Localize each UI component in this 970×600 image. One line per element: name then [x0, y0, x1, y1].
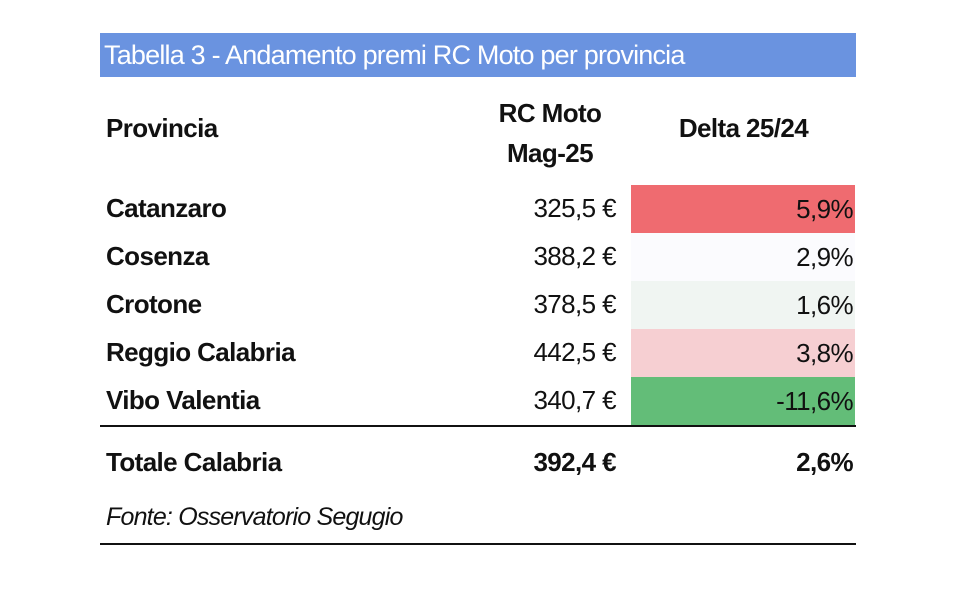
- row-rc-moto: 340,7 €: [533, 385, 616, 415]
- header-rc-moto-line1: RC Moto: [498, 98, 602, 128]
- table-row: Vibo Valentia 340,7 € -11,6%: [100, 377, 856, 425]
- row-delta: -11,6%: [631, 377, 855, 425]
- bottom-divider: [100, 543, 856, 545]
- row-delta: 1,6%: [631, 281, 855, 329]
- table-body: Catanzaro 325,5 €5,9% Cosenza 388,2 €2,9% Cr…: [100, 185, 856, 425]
- row-provincia: Vibo Valentia: [106, 385, 260, 415]
- table-title: Tabella 3 - Andamento premi RC Moto per …: [100, 33, 856, 77]
- divider: [100, 425, 856, 427]
- row-provincia: Crotone: [106, 289, 202, 319]
- row-rc-moto: 378,5 €: [533, 289, 616, 319]
- row-delta: 3,8%: [631, 329, 855, 377]
- row-delta: 2,9%: [631, 233, 855, 281]
- header-delta: Delta 25/24: [678, 113, 809, 143]
- table-header: Provincia RC Moto Mag-25 Delta 25/24: [100, 77, 856, 185]
- premium-table: Tabella 3 - Andamento premi RC Moto per …: [100, 33, 856, 545]
- source-text: Fonte: Osservatorio Segugio: [106, 503, 403, 531]
- row-provincia: Cosenza: [106, 241, 209, 271]
- row-provincia: Reggio Calabria: [106, 337, 296, 367]
- row-rc-moto: 388,2 €: [533, 241, 616, 271]
- total-label: Totale Calabria: [106, 447, 282, 477]
- table-row: Reggio Calabria 442,5 € 3,8%: [100, 329, 856, 377]
- total-delta: 2,6%: [796, 447, 853, 477]
- table-row: Catanzaro 325,5 € 5,9%: [100, 185, 856, 233]
- table-row: Crotone 378,5 € 1,6%: [100, 281, 856, 329]
- row-rc-moto: 442,5 €: [533, 337, 616, 367]
- header-provincia: Provincia: [106, 113, 218, 143]
- total-row: Totale Calabria 392,4 € 2,6%: [100, 427, 856, 497]
- source-note: Fonte: Osservatorio Segugio: [100, 497, 856, 543]
- header-rc-moto-line2: Mag-25: [507, 138, 594, 168]
- table-row: Cosenza 388,2 € 2,9%: [100, 233, 856, 281]
- header-rc-moto: RC Moto Mag-25: [470, 93, 630, 173]
- row-rc-moto: 325,5 €: [533, 193, 616, 223]
- row-provincia: Catanzaro: [106, 193, 227, 223]
- row-delta: 5,9%: [631, 185, 855, 233]
- total-rc-moto: 392,4 €: [533, 447, 616, 477]
